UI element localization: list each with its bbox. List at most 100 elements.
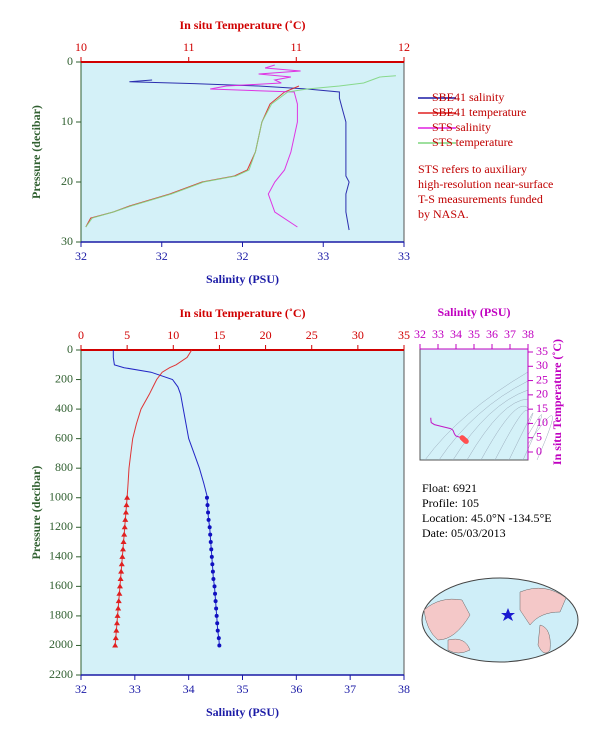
marker — [122, 516, 129, 522]
y-axis-title: In situ Temperature (˚C) — [550, 339, 564, 465]
y-tick-label: 35 — [536, 344, 548, 358]
density-contour — [438, 380, 529, 461]
marker — [113, 620, 120, 626]
x2-tick-label: 11 — [183, 40, 195, 54]
y-tick-label: 10 — [536, 415, 548, 429]
float-info: Profile: 105 — [422, 496, 479, 510]
y-tick-label: 1200 — [49, 519, 73, 533]
map-land — [519, 587, 567, 626]
x2-tick-label: 33 — [432, 327, 444, 341]
y-tick-label: 20 — [536, 387, 548, 401]
marker — [210, 569, 215, 574]
series-line — [126, 349, 193, 498]
x-tick-label: 32 — [75, 682, 87, 696]
marker — [207, 525, 212, 530]
x-tick-label: 34 — [183, 682, 195, 696]
marker — [119, 553, 126, 559]
x2-tick-label: 25 — [306, 328, 318, 342]
x-axis-title: Salinity (PSU) — [206, 705, 279, 719]
marker — [116, 590, 123, 596]
x2-tick-label: 10 — [167, 328, 179, 342]
x-tick-label: 36 — [290, 682, 302, 696]
x2-tick-label: 10 — [75, 40, 87, 54]
y-tick-label: 15 — [536, 401, 548, 415]
x2-tick-label: 37 — [504, 327, 516, 341]
marker — [204, 495, 209, 500]
y-tick-label: 2000 — [49, 637, 73, 651]
float-location — [501, 608, 515, 621]
marker — [115, 598, 122, 604]
marker — [123, 502, 130, 508]
x2-tick-label: 34 — [450, 327, 462, 341]
x2-tick-label: 35 — [468, 327, 480, 341]
density-contour — [522, 414, 543, 461]
marker — [216, 636, 221, 641]
marker — [211, 576, 216, 581]
x-axis-title: Salinity (PSU) — [206, 272, 279, 286]
x-tick-label: 33 — [317, 249, 329, 263]
marker — [121, 524, 128, 530]
x2-tick-label: 30 — [352, 328, 364, 342]
y-tick-label: 0 — [67, 342, 73, 356]
marker — [213, 599, 218, 604]
density-contour — [508, 412, 534, 461]
x2-tick-label: 15 — [213, 328, 225, 342]
marker — [212, 584, 217, 589]
plot-area — [80, 349, 405, 676]
plot-area — [80, 61, 405, 243]
marker — [215, 621, 220, 626]
legend-label: SBE41 salinity — [432, 90, 504, 104]
x-tick-label: 32 — [237, 249, 249, 263]
float-info: Location: 45.0°N -134.5°E — [422, 511, 552, 525]
series-line — [112, 350, 208, 498]
x2-tick-label: 12 — [398, 40, 410, 54]
y-tick-label: 400 — [55, 401, 73, 415]
x-tick-label: 33 — [398, 249, 410, 263]
marker — [119, 546, 126, 552]
x2-tick-label: 20 — [260, 328, 272, 342]
marker — [214, 606, 219, 611]
x2-tick-label: 11 — [290, 40, 302, 54]
x2-tick-label: 38 — [522, 327, 534, 341]
y-tick-label: 1600 — [49, 578, 73, 592]
y-tick-label: 1800 — [49, 608, 73, 622]
world-map — [421, 577, 579, 663]
marker — [118, 568, 125, 574]
marker — [121, 531, 128, 537]
legend-label: STS temperature — [432, 135, 513, 149]
y-tick-label: 800 — [55, 460, 73, 474]
marker — [116, 583, 123, 589]
marker — [124, 494, 131, 500]
y-tick-label: 10 — [61, 114, 73, 128]
y-tick-label: 25 — [536, 372, 548, 386]
x-tick-label: 37 — [344, 682, 356, 696]
x2-axis-title: Salinity (PSU) — [437, 305, 510, 319]
annotation: high-resolution near-surface — [418, 177, 553, 191]
series-line — [85, 75, 396, 228]
y-axis-title: Pressure (decibar) — [29, 466, 43, 560]
y-axis-title: Pressure (decibar) — [29, 105, 43, 199]
y-tick-label: 0 — [67, 54, 73, 68]
annotation: T-S measurements funded — [418, 192, 543, 206]
x2-axis-title: In situ Temperature (˚C) — [179, 18, 305, 32]
y-tick-label: 30 — [536, 358, 548, 372]
y-tick-label: 1400 — [49, 549, 73, 563]
marker — [113, 627, 120, 633]
x-tick-label: 32 — [156, 249, 168, 263]
series-line — [129, 79, 350, 231]
float-info: Float: 6921 — [422, 481, 477, 495]
annotation: STS refers to auxiliary — [418, 162, 527, 176]
marker — [208, 532, 213, 537]
float-info: Date: 05/03/2013 — [422, 526, 506, 540]
marker — [210, 562, 215, 567]
series-line — [210, 64, 301, 228]
x2-axis-title: In situ Temperature (˚C) — [179, 306, 305, 320]
marker — [209, 554, 214, 559]
x-tick-label: 35 — [237, 682, 249, 696]
marker — [209, 547, 214, 552]
x2-tick-label: 36 — [486, 327, 498, 341]
map-land — [423, 598, 471, 641]
y-tick-label: 2200 — [49, 667, 73, 681]
